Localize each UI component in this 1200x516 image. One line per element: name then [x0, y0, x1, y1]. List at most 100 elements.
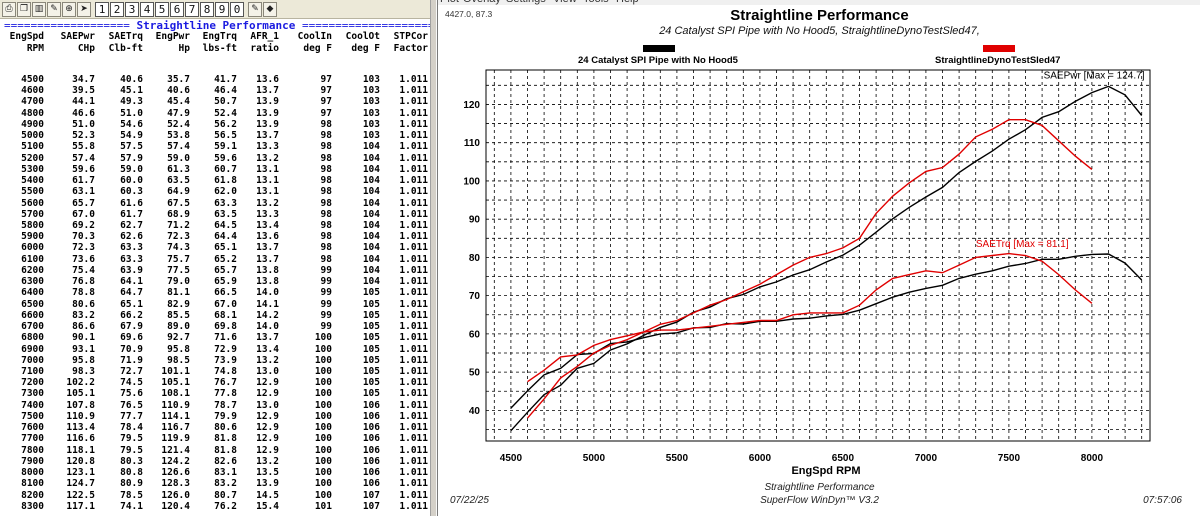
table-cell: 13.7 — [256, 85, 279, 97]
footer-software: SuperFlow WinDyn™ V3.2 — [760, 495, 879, 506]
table-cell: 100 — [314, 377, 332, 389]
table-cell: 105 — [362, 365, 380, 377]
cursor-readout: 4427.0, 87.3 — [445, 9, 493, 19]
table-cell: 67.9 — [120, 321, 143, 333]
page-button-1[interactable]: 1 — [95, 2, 109, 17]
menu-item[interactable]: Plot — [440, 0, 459, 5]
table-cell: 1.011 — [399, 444, 428, 456]
table-cell: 6800 — [21, 332, 44, 344]
page-button-5[interactable]: 5 — [155, 2, 169, 17]
table-cell: 5700 — [21, 208, 44, 220]
table-cell: 98 — [320, 152, 332, 164]
table-cell: 6900 — [21, 343, 44, 355]
table-cell: 13.0 — [256, 365, 279, 377]
table-cell: 106 — [362, 467, 380, 479]
table-cell: 105 — [362, 287, 380, 299]
table-cell: 4700 — [21, 96, 44, 108]
table-cell: 13.8 — [256, 264, 279, 276]
table-cell: 1.011 — [399, 321, 428, 333]
table-cell: 1.011 — [399, 118, 428, 130]
dyno-chart[interactable]: 4500 5000 5500 6000 6500 7000 7500 8000 40 50 60 70… — [438, 0, 1200, 482]
table-cell: 7000 — [21, 354, 44, 366]
chart-icon[interactable]: ▥ — [32, 2, 46, 17]
print-icon[interactable]: ⎙ — [2, 2, 16, 17]
table-cell: 71.6 — [214, 332, 237, 344]
menu-item[interactable]: View — [553, 0, 577, 5]
table-cell: 63.9 — [120, 264, 143, 276]
column-header-bottom: deg F — [351, 43, 380, 54]
table-cell: 85.5 — [167, 309, 190, 321]
table-cell: 65.9 — [214, 276, 237, 288]
table-cell: 52.4 — [214, 107, 237, 119]
table-cell: 6000 — [21, 242, 44, 254]
pane-splitter[interactable] — [430, 0, 437, 516]
table-section-title: =================== Straightline Perform… — [4, 19, 430, 32]
table-cell: 1.011 — [399, 264, 428, 276]
table-cell: 13.7 — [256, 253, 279, 265]
table-cell: 103 — [362, 107, 380, 119]
series-line-saepwr-2 — [526, 118, 1093, 419]
table-cell: 80.9 — [120, 478, 143, 490]
page-button-2[interactable]: 2 — [110, 2, 124, 17]
menu-item[interactable]: Help — [616, 0, 639, 5]
page-button-9[interactable]: 9 — [215, 2, 229, 17]
table-cell: 8100 — [21, 478, 44, 490]
table-cell: 100 — [314, 455, 332, 467]
toolbar: ⎙ ❐ ▥ ✎ ⊕ ➤ 1 2 3 4 5 6 7 8 9 0 ✎ ◆ — [0, 0, 430, 19]
column-header-top: AFR_1 — [250, 31, 279, 42]
table-cell: 105 — [362, 354, 380, 366]
table-cell: 97 — [320, 85, 332, 97]
table-cell: 13.9 — [256, 478, 279, 490]
table-cell: 104 — [362, 231, 380, 243]
edit-icon[interactable]: ✎ — [47, 2, 61, 17]
zoom-icon[interactable]: ⊕ — [62, 2, 76, 17]
page-button-8[interactable]: 8 — [200, 2, 214, 17]
series-line-saepwr-0 — [510, 85, 1143, 432]
copy-icon[interactable]: ❐ — [17, 2, 31, 17]
table-cell: 46.6 — [72, 107, 95, 119]
table-cell: 1.011 — [399, 141, 428, 153]
menu-item[interactable]: Overlay — [463, 0, 501, 5]
table-cell: 104 — [362, 276, 380, 288]
table-cell: 105 — [362, 298, 380, 310]
chart-subtitle: 24 Catalyst SPI Pipe with No Hood5, Stra… — [659, 25, 980, 37]
page-button-7[interactable]: 7 — [185, 2, 199, 17]
table-cell: 79.5 — [120, 433, 143, 445]
table-cell: 80.6 — [72, 298, 95, 310]
graph-window: Plot Overlay Settings View Tools Help 4427.0,… — [437, 0, 1200, 516]
table-cell: 107 — [362, 500, 380, 512]
x-tick-label: 5500 — [666, 453, 689, 464]
table-cell: 1.011 — [399, 175, 428, 187]
table-cell: 35.7 — [167, 74, 190, 85]
menu-item[interactable]: Settings — [506, 0, 546, 5]
table-cell: 1.011 — [399, 422, 428, 434]
arrow-icon[interactable]: ➤ — [77, 2, 91, 17]
table-cell: 104 — [362, 197, 380, 209]
table-cell: 1.011 — [399, 343, 428, 355]
page-button-3[interactable]: 3 — [125, 2, 139, 17]
table-cell: 99 — [320, 321, 332, 333]
table-cell: 13.9 — [256, 107, 279, 119]
table-cell: 1.011 — [399, 287, 428, 299]
table-cell: 69.2 — [72, 219, 95, 231]
table-cell: 54.6 — [120, 118, 143, 130]
page-button-6[interactable]: 6 — [170, 2, 184, 17]
table-cell: 57.4 — [167, 141, 190, 153]
table-cell: 100 — [314, 354, 332, 366]
edit-page-icon[interactable]: ✎ — [248, 2, 262, 17]
table-cell: 1.011 — [399, 433, 428, 445]
table-cell: 89.0 — [167, 321, 190, 333]
table-cell: 5000 — [21, 130, 44, 142]
table-cell: 63.3 — [214, 197, 237, 209]
page-button-0[interactable]: 0 — [230, 2, 244, 17]
x-tick-label: 6500 — [832, 453, 855, 464]
settings-page-icon[interactable]: ◆ — [263, 2, 277, 17]
x-tick-label: 7000 — [915, 453, 938, 464]
y-tick-label: 120 — [463, 100, 480, 111]
page-button-4[interactable]: 4 — [140, 2, 154, 17]
table-cell: 1.011 — [399, 74, 428, 85]
table-cell: 77.7 — [120, 410, 143, 422]
table-cell: 76.7 — [214, 377, 237, 389]
menu-item[interactable]: Tools — [583, 0, 609, 5]
table-cell: 63.3 — [120, 242, 143, 254]
